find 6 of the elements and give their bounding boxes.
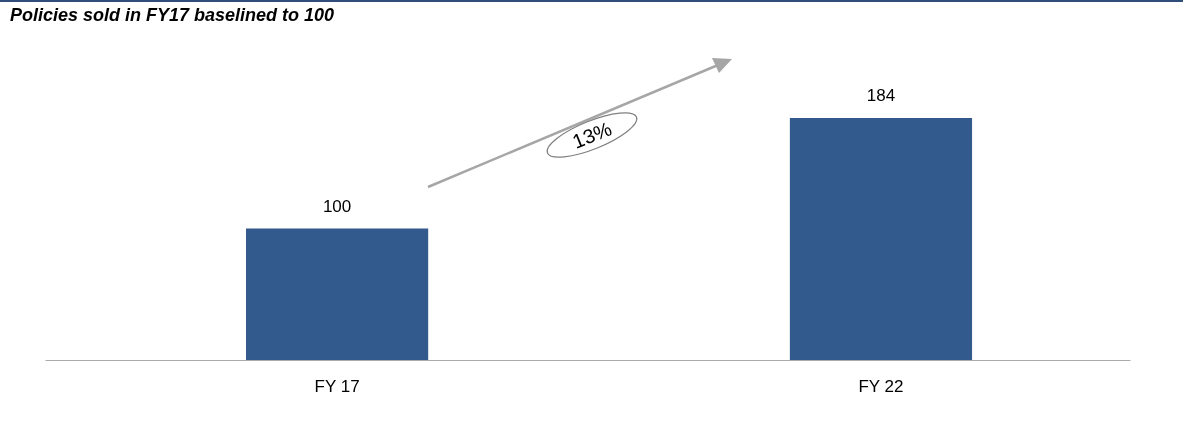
annotation: 13% — [569, 117, 615, 153]
x-tick-label: FY 22 — [858, 376, 904, 396]
data-label: 100 — [322, 196, 352, 216]
x-tick-label: FY 17 — [314, 376, 360, 396]
chart-title: Policies sold in FY17 baselined to 100 — [10, 5, 335, 26]
data-label: 184 — [866, 86, 896, 106]
